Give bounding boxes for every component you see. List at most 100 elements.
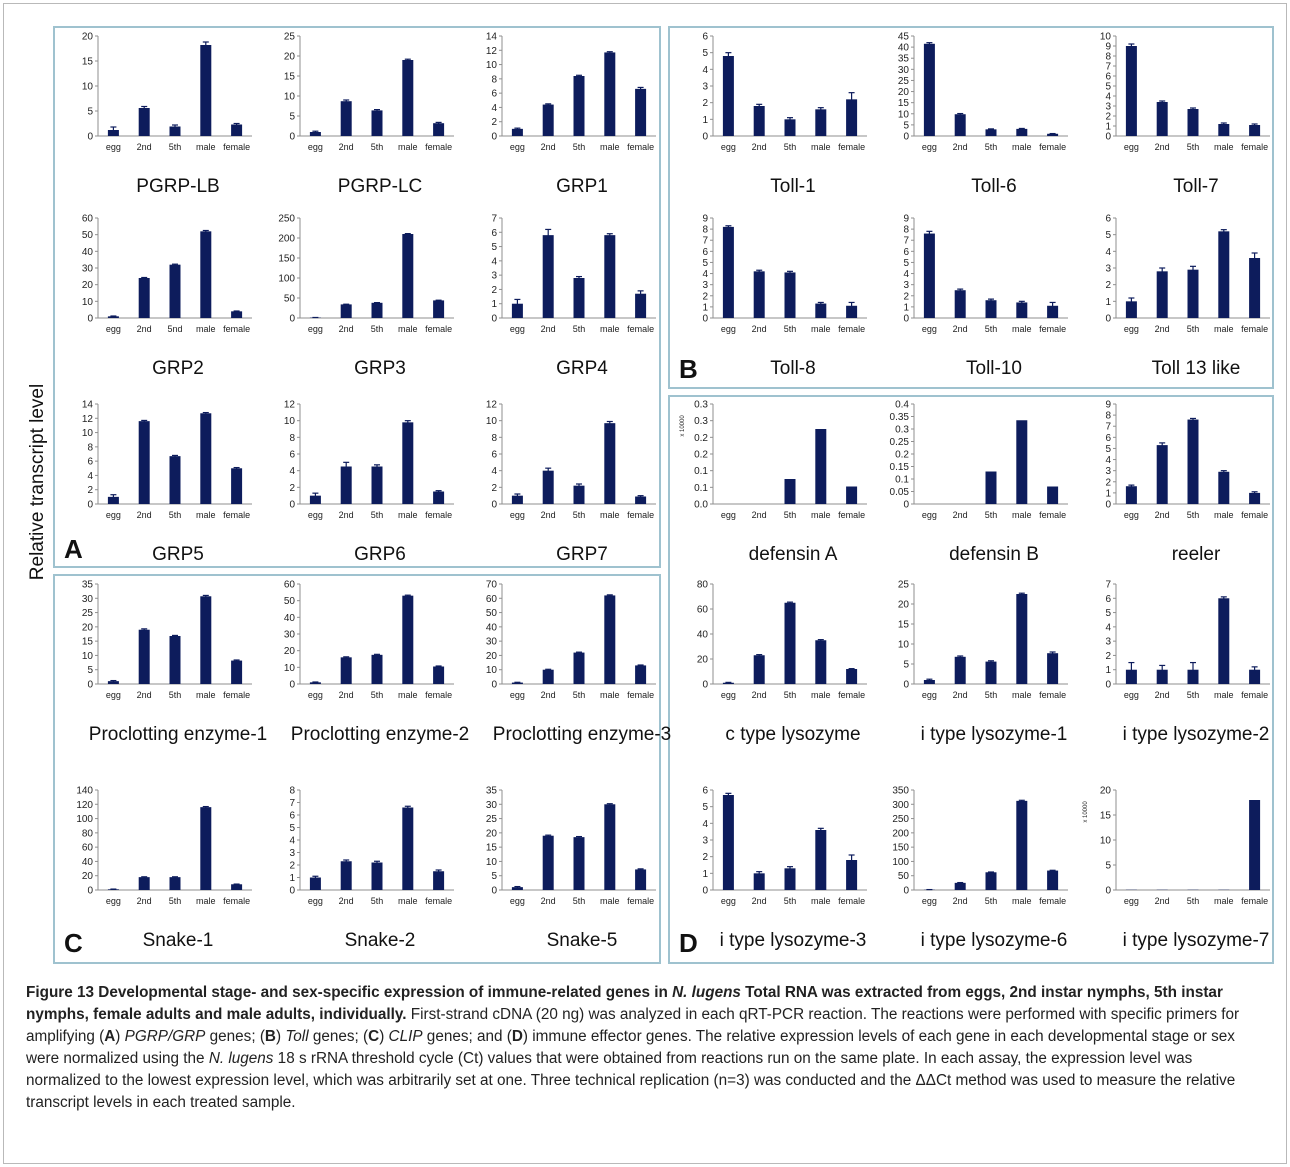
x-tick-label: 2nd — [752, 324, 767, 334]
x-tick-label: 5th — [1187, 896, 1200, 906]
panel-label-d: D — [679, 928, 698, 958]
y-tick-label: 6 — [491, 450, 497, 461]
bar-male — [604, 423, 616, 504]
x-tick-label: 5th — [573, 142, 586, 152]
panel-c-frame — [53, 574, 661, 964]
x-tick-label: 5th — [371, 896, 384, 906]
x-tick-label: female — [1039, 896, 1066, 906]
x-tick-label: female — [223, 510, 250, 520]
y-tick-label: 4 — [289, 836, 295, 847]
bar-egg — [1125, 301, 1137, 318]
bar-male — [604, 52, 616, 136]
bar-male — [200, 807, 212, 890]
y-tick-label: 14 — [486, 32, 498, 43]
bar-5th — [784, 479, 796, 504]
y-tick-label: 2 — [491, 117, 497, 128]
caption-text-5: genes; ( — [308, 1028, 369, 1045]
chart-title: GRP4 — [556, 358, 608, 379]
x-tick-label: 2nd — [1155, 142, 1170, 152]
y-tick-label: 20 — [486, 651, 498, 662]
x-tick-label: male — [196, 510, 216, 520]
y-tick-label: 3 — [702, 82, 708, 93]
x-tick-label: female — [425, 510, 452, 520]
panel-a-frame — [53, 26, 661, 568]
y-tick-label: 9 — [1105, 400, 1111, 411]
chart-svg: 0 2 4 6 8 10 12 egg 2nd 5th male female — [486, 400, 656, 520]
x-tick-label: male — [398, 142, 418, 152]
x-tick-label: 5nd — [167, 324, 182, 334]
y-tick-label: 25 — [82, 608, 94, 619]
y-tick-label: 70 — [486, 580, 498, 591]
chart-svg: 0 2 4 6 8 10 12 egg 2nd 5th male female — [284, 400, 454, 520]
y-tick-label: 250 — [278, 214, 295, 225]
x-tick-label: 2nd — [953, 896, 968, 906]
y-tick-label: 0 — [1105, 680, 1111, 691]
y-tick-label: 6 — [289, 811, 295, 822]
chart-title: Proclotting enzyme-3 — [492, 724, 672, 745]
x-tick-label: egg — [922, 142, 937, 152]
y-tick-label: 1 — [1105, 297, 1111, 308]
y-tick-label: 15 — [486, 843, 498, 854]
bar-2nd — [542, 104, 554, 136]
y-tick-label: 2 — [87, 485, 93, 496]
chart-svg: 0 2 4 6 8 10 12 14 egg 2nd 5th male female — [486, 32, 656, 152]
bar-male — [200, 596, 212, 684]
x-tick-label: male — [600, 510, 620, 520]
y-tick-label: 1 — [903, 302, 909, 313]
bar-5th — [784, 868, 796, 890]
y-tick-label: 4 — [491, 466, 497, 477]
bar-male — [815, 640, 827, 684]
y-tick-label: 60 — [82, 843, 94, 854]
x-tick-label: male — [398, 896, 418, 906]
y-tick-label: 2 — [1105, 477, 1111, 488]
y-tick-label: 4 — [702, 819, 708, 830]
x-tick-label: 5th — [1187, 690, 1200, 700]
x-tick-label: 2nd — [1155, 510, 1170, 520]
y-tick-label: 5 — [702, 258, 708, 269]
y-tick-label: 0.2 — [694, 433, 708, 444]
x-tick-label: male — [1012, 324, 1032, 334]
x-tick-label: 5th — [169, 510, 182, 520]
x-tick-label: egg — [721, 142, 736, 152]
x-tick-label: 2nd — [1155, 896, 1170, 906]
bar-5th — [1187, 419, 1199, 504]
y-tick-label: 5 — [289, 112, 295, 123]
y-tick-label: 30 — [486, 800, 498, 811]
y-tick-label: 0.4 — [895, 400, 909, 411]
caption-species-italic: N. lugens — [208, 1050, 274, 1067]
chart-title: Snake-5 — [546, 930, 618, 951]
y-tick-label: 0.3 — [694, 416, 708, 427]
y-tick-label: 0 — [289, 500, 295, 511]
x-tick-label: 2nd — [953, 324, 968, 334]
bar-egg — [1125, 486, 1137, 504]
y-tick-label: 0.05 — [890, 487, 910, 498]
x-tick-label: male — [1214, 510, 1234, 520]
x-tick-label: male — [811, 510, 831, 520]
bar-male — [815, 429, 827, 504]
bar-male — [200, 413, 212, 504]
y-tick-label: 100 — [76, 814, 93, 825]
y-tick-label: 7 — [491, 214, 497, 225]
y-tick-label: 60 — [697, 605, 709, 616]
bar-male — [1218, 231, 1230, 318]
bar-5th — [371, 862, 383, 890]
chart-title: Toll-6 — [971, 176, 1017, 197]
chart-title: i type lysozyme-2 — [1122, 724, 1270, 745]
bar-5th — [169, 636, 181, 684]
bar-egg — [309, 495, 321, 504]
y-tick-label: 0 — [87, 132, 93, 143]
caption-gene-a: PGRP/GRP — [124, 1028, 206, 1045]
x-tick-label: male — [1012, 690, 1032, 700]
y-tick-label: 40 — [697, 630, 709, 641]
chart-svg: 0 10 20 30 40 50 60 70 egg 2nd 5th male female — [486, 580, 656, 700]
y-tick-label: 0 — [702, 680, 708, 691]
bar-male — [604, 235, 616, 318]
chart-26: 0 5 10 15 20 25 30 35 egg 2nd 5th male female — [464, 784, 662, 914]
x-tick-label: 5th — [573, 510, 586, 520]
y-tick-label: 25 — [898, 76, 910, 87]
y-tick-label: 6 — [903, 247, 909, 258]
x-tick-label: female — [1039, 324, 1066, 334]
bar-female — [1249, 492, 1261, 504]
